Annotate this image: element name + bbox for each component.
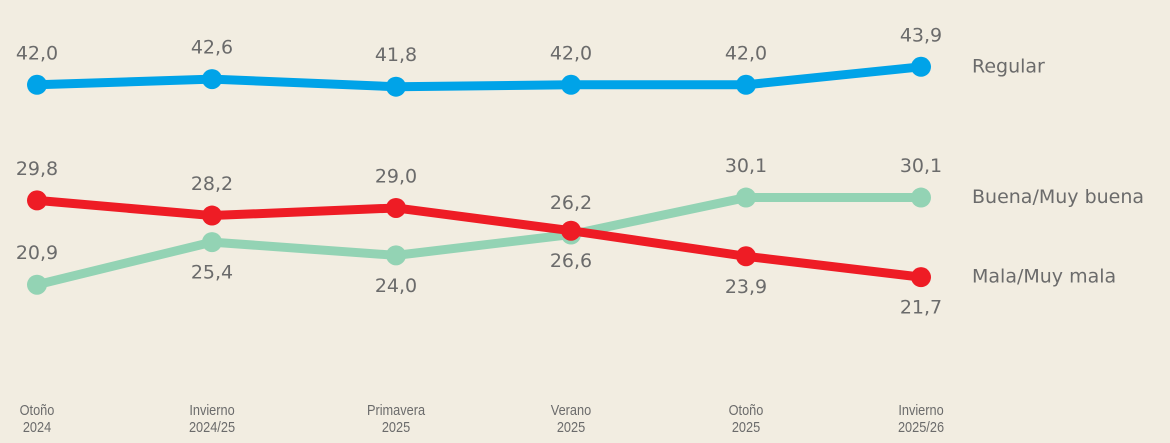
point — [27, 274, 47, 295]
line — [36, 62, 922, 92]
x-tick-label: Otoño 2025 — [728, 402, 764, 436]
point — [386, 197, 406, 218]
value-label: 28,2 — [191, 173, 233, 195]
point — [27, 74, 47, 95]
value-label: 26,2 — [550, 192, 592, 214]
point — [27, 190, 47, 211]
point — [561, 220, 581, 241]
legend-label: Buena/Muy buena — [972, 186, 1144, 208]
value-label: 43,9 — [900, 24, 942, 46]
value-label: 20,9 — [16, 242, 58, 264]
point — [561, 74, 581, 95]
x-tick-label: Otoño 2024 — [19, 402, 55, 436]
value-label: 23,9 — [725, 276, 767, 298]
point — [911, 187, 931, 208]
value-label: 25,4 — [191, 262, 233, 284]
value-label: 29,0 — [375, 165, 417, 187]
value-label: 41,8 — [375, 44, 417, 66]
value-label: 24,0 — [375, 275, 417, 297]
point — [202, 205, 222, 226]
value-label: 30,1 — [900, 155, 942, 177]
point — [386, 76, 406, 97]
value-label: 26,6 — [550, 250, 592, 272]
value-label: 29,8 — [16, 158, 58, 180]
value-label: 42,0 — [550, 42, 592, 64]
value-label: 42,6 — [191, 37, 233, 59]
point — [736, 74, 756, 95]
point — [202, 232, 222, 253]
point — [736, 187, 756, 208]
point — [736, 246, 756, 267]
value-label: 21,7 — [900, 297, 942, 319]
x-tick-label: Primavera 2025 — [366, 402, 426, 436]
value-label: 42,0 — [16, 42, 58, 64]
legend-label: Mala/Muy mala — [972, 266, 1116, 288]
x-tick-label: Invierno 2024/25 — [188, 402, 236, 436]
line — [35, 193, 921, 290]
point — [911, 56, 931, 77]
x-tick-label: Invierno 2025/26 — [897, 402, 945, 436]
legend-label: Regular — [972, 55, 1045, 77]
point — [202, 69, 222, 90]
x-tick-label: Verano 2025 — [550, 402, 592, 436]
point — [911, 267, 931, 288]
value-label: 30,1 — [725, 155, 767, 177]
point — [386, 245, 406, 266]
line — [36, 195, 922, 282]
value-label: 42,0 — [725, 42, 767, 64]
